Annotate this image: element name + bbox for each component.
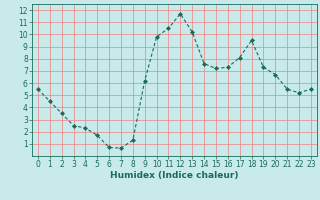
X-axis label: Humidex (Indice chaleur): Humidex (Indice chaleur)	[110, 171, 239, 180]
